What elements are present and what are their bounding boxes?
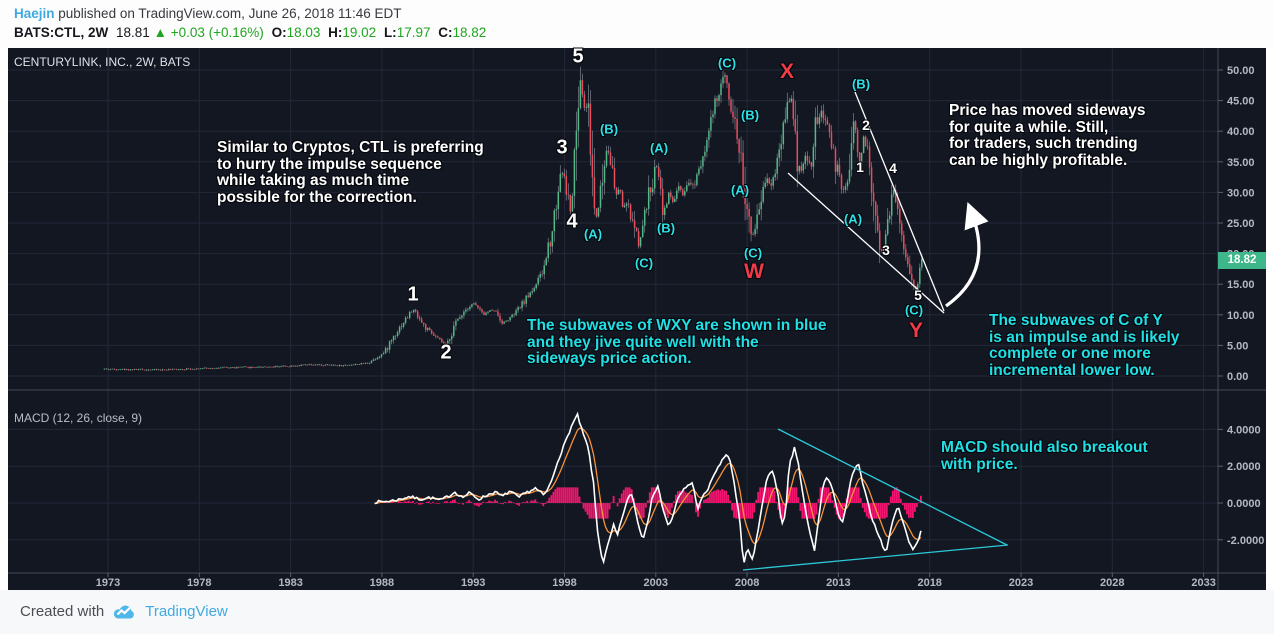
candlestick-series xyxy=(103,66,923,372)
macd-indicator-label: MACD (12, 26, close, 9) xyxy=(14,411,143,425)
change-value: +0.03 (+0.16%) xyxy=(170,25,264,40)
price-axis-label: 15.00 xyxy=(1227,279,1255,291)
price-axis-label: 50.00 xyxy=(1227,65,1255,77)
axis-borders xyxy=(8,48,1266,590)
publish-header: Haejin published on TradingView.com, Jun… xyxy=(0,0,1274,48)
time-axis-label: 2023 xyxy=(1009,577,1033,589)
gridlines xyxy=(8,48,1218,573)
chart-area[interactable]: 50.0045.0040.0035.0030.0025.0020.0015.00… xyxy=(8,46,1266,590)
chart-canvas[interactable]: 50.0045.0040.0035.0030.0025.0020.0015.00… xyxy=(8,48,1266,590)
price-trendline xyxy=(787,172,945,314)
high-label: H: xyxy=(328,25,343,40)
high-value: 19.02 xyxy=(342,25,377,40)
macd-axis-label: 2.0000 xyxy=(1227,461,1261,473)
macd-trendline xyxy=(742,544,1009,571)
price-axis-label: 40.00 xyxy=(1227,126,1255,138)
price-axis-label: 25.00 xyxy=(1227,218,1255,230)
time-axis-label: 1988 xyxy=(370,577,394,589)
time-axis-label: 1993 xyxy=(461,577,485,589)
open-label: O: xyxy=(271,25,287,40)
footer: Created with TradingView xyxy=(0,590,1274,634)
price-axis-label: 10.00 xyxy=(1227,310,1255,322)
author-link[interactable]: Haejin xyxy=(14,6,55,21)
macd-trendline xyxy=(777,428,1008,546)
time-axis-label: 1983 xyxy=(278,577,302,589)
quote-line: BATS:CTL, 2W 18.81 ▲ +0.03 (+0.16%) O:18… xyxy=(14,25,486,40)
time-axis-label: 1978 xyxy=(187,577,211,589)
trendlines[interactable] xyxy=(742,91,1009,571)
last-price-value: 18.81 xyxy=(116,25,150,40)
time-axis-label: 2033 xyxy=(1191,577,1215,589)
macd-signal-line xyxy=(374,427,922,545)
tradingview-logo-icon[interactable] xyxy=(111,603,138,620)
time-axis-label: 1998 xyxy=(552,577,576,589)
price-axis-label: 5.00 xyxy=(1227,340,1248,352)
breakout-arrow xyxy=(945,202,989,308)
time-axis-label: 2018 xyxy=(917,577,941,589)
price-axis-label: 30.00 xyxy=(1227,187,1255,199)
time-axis-label: 2013 xyxy=(826,577,850,589)
tradingview-link[interactable]: TradingView xyxy=(145,603,228,620)
created-with-text: Created with xyxy=(20,603,105,620)
open-value: 18.03 xyxy=(286,25,321,40)
price-trendline xyxy=(854,91,945,312)
macd-line xyxy=(374,411,922,565)
price-axis-label: 0.00 xyxy=(1227,371,1248,383)
macd-series xyxy=(374,411,922,565)
price-axis-label: 45.00 xyxy=(1227,96,1255,108)
price-axis-label: 35.00 xyxy=(1227,157,1255,169)
low-value: 17.97 xyxy=(396,25,431,40)
last-price-badge: 18.82 xyxy=(1218,252,1266,269)
time-axis-label: 1973 xyxy=(96,577,120,589)
time-axis-label: 2028 xyxy=(1100,577,1124,589)
symbol-label: BATS:CTL, 2W xyxy=(14,25,109,40)
up-triangle-icon: ▲ xyxy=(153,25,167,40)
close-label: C: xyxy=(438,25,453,40)
macd-axis-label: 4.0000 xyxy=(1227,424,1261,436)
publish-line: Haejin published on TradingView.com, Jun… xyxy=(14,6,402,21)
macd-axis-label: 0.0000 xyxy=(1227,498,1261,510)
low-label: L: xyxy=(383,25,397,40)
macd-axis-label: -2.0000 xyxy=(1227,535,1264,547)
close-value: 18.82 xyxy=(452,25,487,40)
axis-labels[interactable]: 50.0045.0040.0035.0030.0025.0020.0015.00… xyxy=(96,65,1265,589)
chart-title: CENTURYLINK, INC., 2W, BATS xyxy=(14,55,191,69)
time-axis-label: 2003 xyxy=(644,577,668,589)
published-text: published on TradingView.com, June 26, 2… xyxy=(58,6,402,21)
time-axis-label: 2008 xyxy=(735,577,759,589)
